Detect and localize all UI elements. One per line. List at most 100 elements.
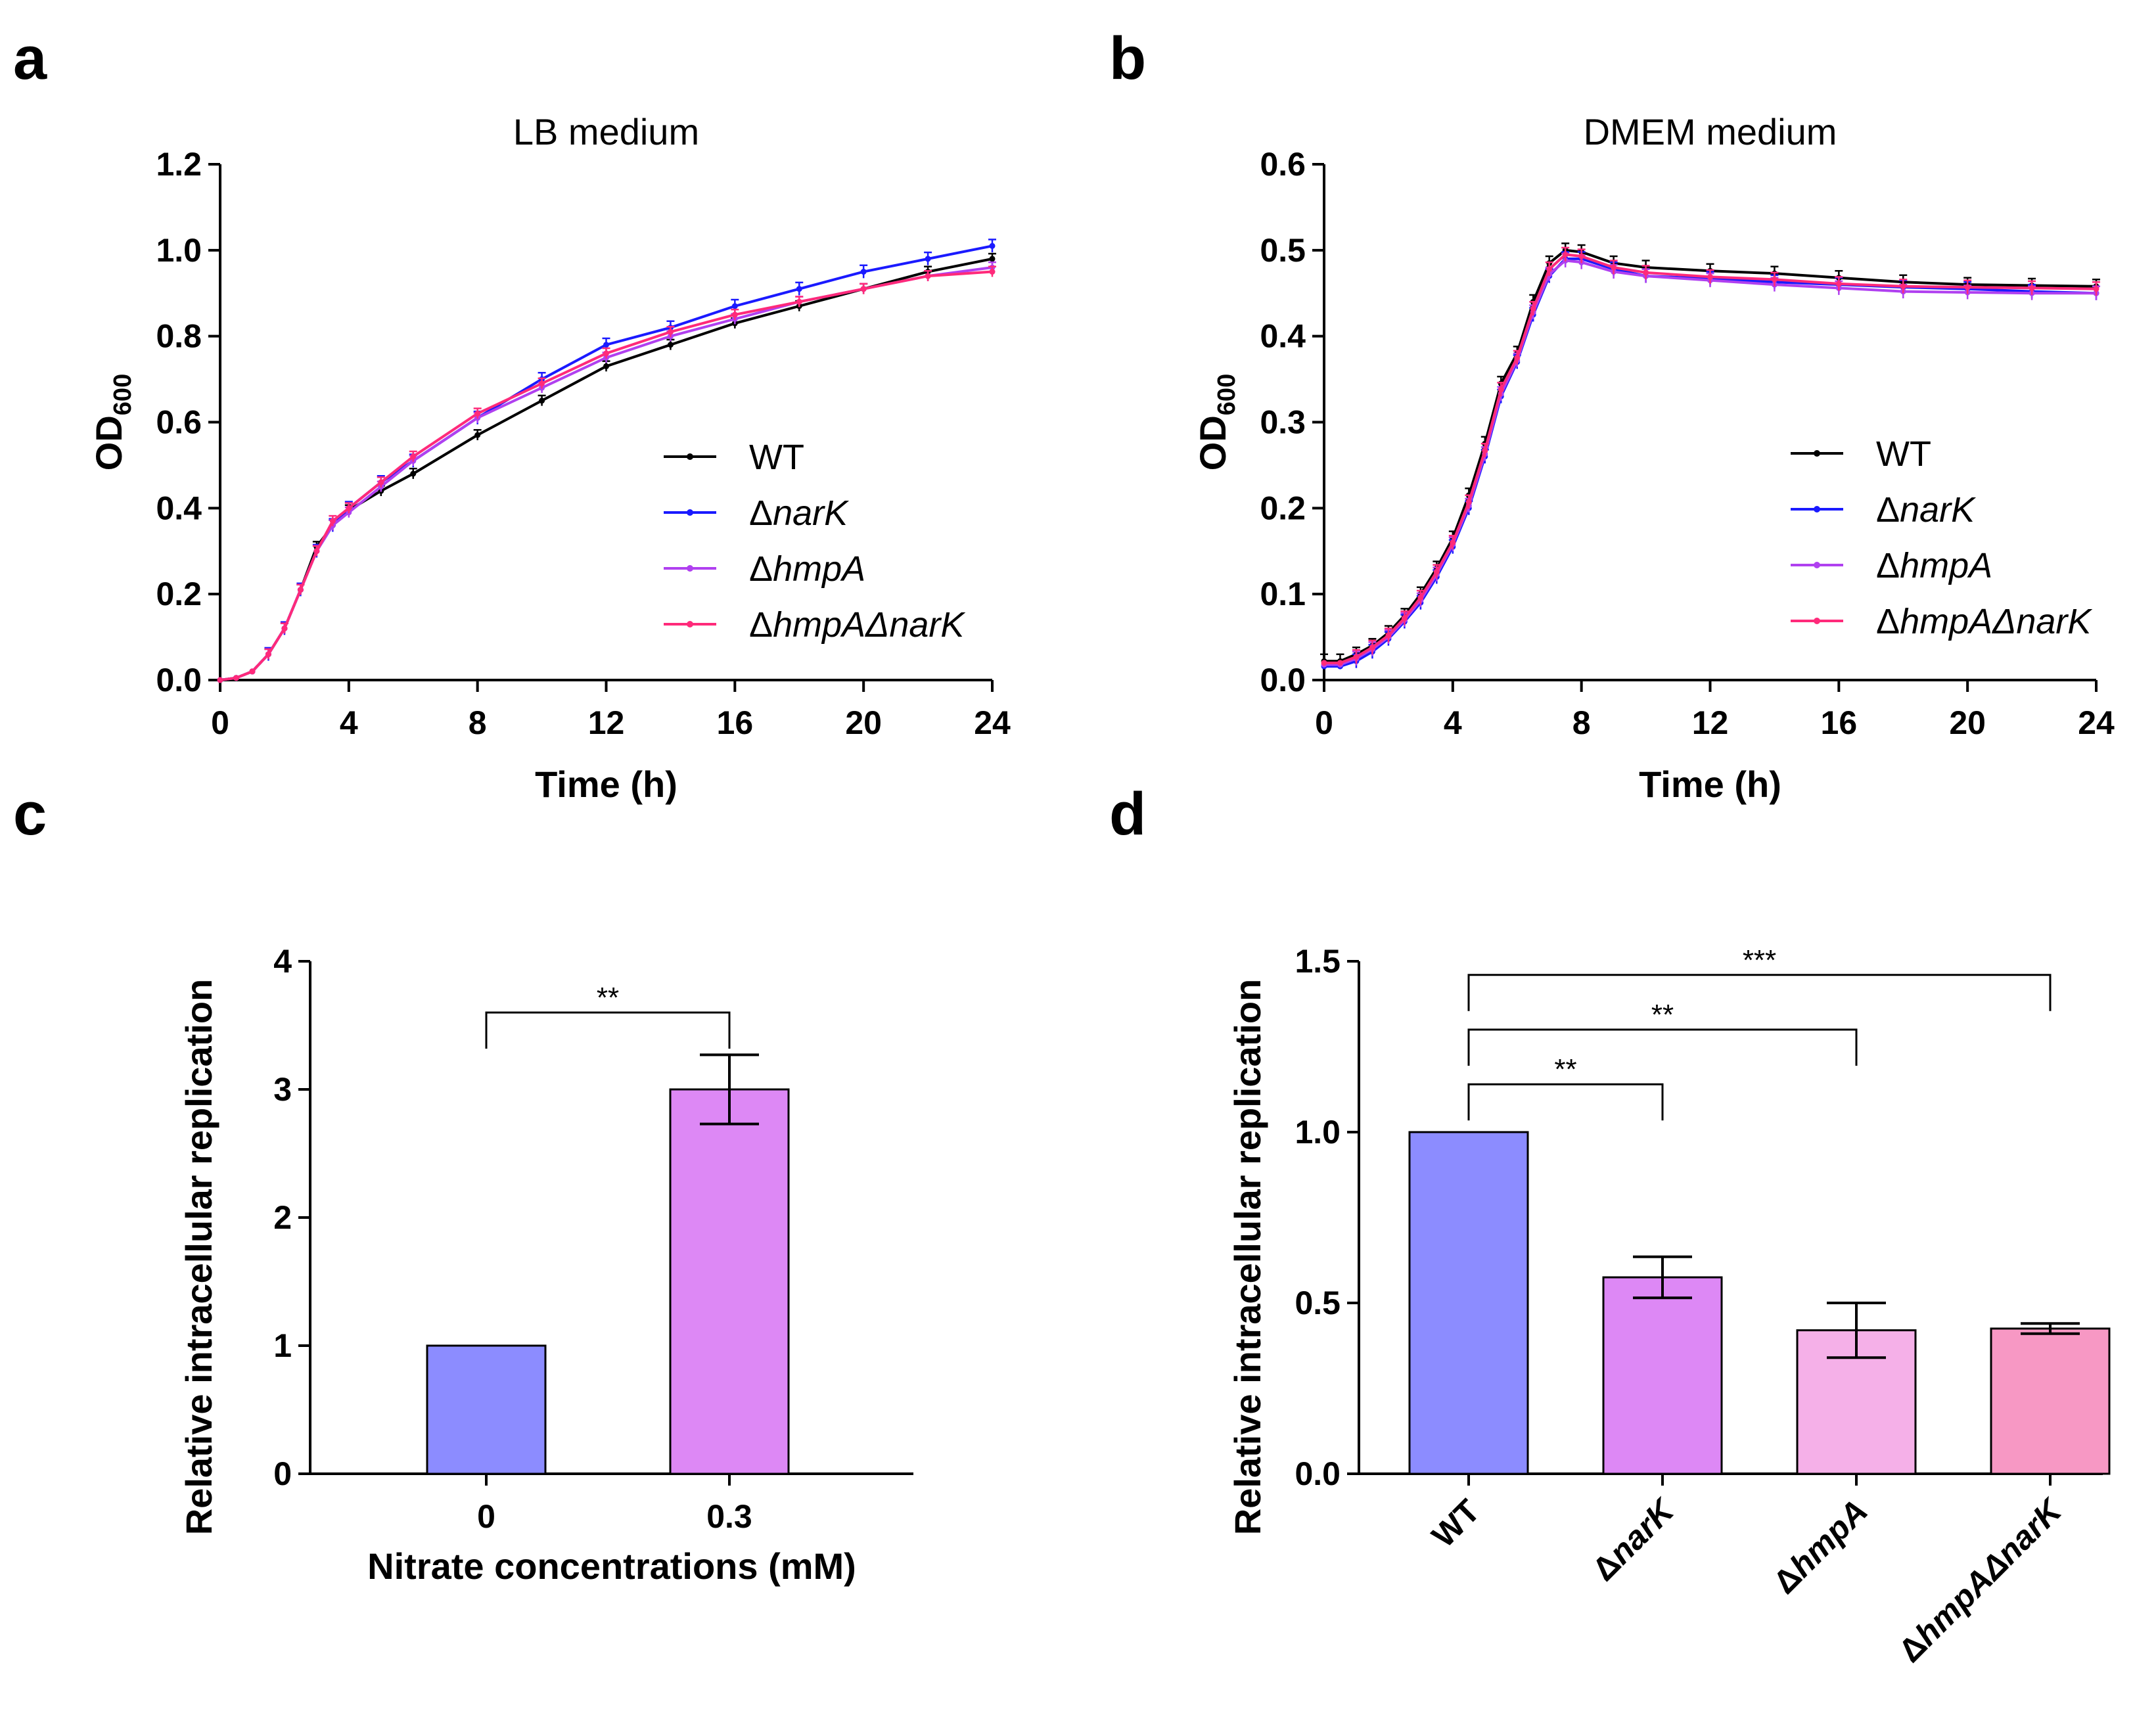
data-point — [1401, 615, 1408, 622]
data-point — [1385, 632, 1392, 639]
x-tick-label: 0 — [1315, 704, 1333, 741]
data-point — [313, 548, 320, 555]
y-tick-label: 0.4 — [156, 490, 202, 526]
chart-title: DMEM medium — [1584, 111, 1837, 152]
panel-label-a: a — [13, 25, 47, 92]
x-axis-title: Time (h) — [1639, 763, 1781, 805]
series-3 — [217, 265, 996, 683]
y-tick-label: 1.0 — [1295, 1114, 1341, 1151]
x-tick-label: 8 — [1572, 704, 1591, 741]
data-point — [233, 675, 239, 681]
significance-label: ** — [1651, 999, 1674, 1031]
legend-marker — [1814, 506, 1820, 513]
legend-label: ΔhmpAΔnarK — [749, 605, 965, 645]
data-point — [860, 269, 867, 275]
legend-marker — [687, 509, 693, 516]
legend-marker — [1814, 562, 1820, 568]
legend-marker — [1814, 450, 1820, 457]
y-tick-label: 0 — [273, 1455, 292, 1492]
x-tick-label: 0.3 — [706, 1498, 752, 1535]
data-point — [989, 269, 996, 275]
x-tick-label: 24 — [2078, 704, 2115, 741]
x-tick-label: ΔhmpAΔnarK — [1891, 1490, 2070, 1669]
chart-d: 0.0 0.5 1.0 1.5 Relative intracellular repli… — [1227, 943, 2111, 1670]
x-axis-title: Nitrate concentrations (mM) — [367, 1545, 856, 1587]
data-point — [1835, 281, 1842, 287]
y-tick-label: 4 — [273, 943, 292, 980]
data-point — [603, 363, 609, 369]
data-point — [1450, 539, 1456, 546]
x-axis-title: Time (h) — [535, 763, 677, 805]
bar — [1602, 1276, 1723, 1475]
y-tick-label: 0.1 — [1260, 576, 1306, 612]
data-point — [281, 626, 288, 631]
y-tick-label: 2 — [273, 1199, 292, 1236]
data-point — [2029, 285, 2035, 291]
data-point — [1498, 386, 1504, 393]
significance-bracket — [485, 1011, 731, 1049]
y-tick-label: 0.0 — [1295, 1455, 1341, 1492]
data-point — [667, 342, 674, 348]
legend-label: WT — [1876, 434, 1931, 474]
x-tick-label: 8 — [469, 704, 487, 741]
x-tick-label: ΔnarK — [1585, 1490, 1682, 1587]
data-point — [603, 350, 609, 357]
y-tick-label: 0.5 — [1260, 232, 1306, 269]
chart-a: LB medium 0.0 0.2 0.4 0.6 0.8 1.0 1.2 0 4 8 12 16 20 2… — [88, 111, 1011, 805]
data-point — [796, 286, 802, 292]
y-tick-label: 0.4 — [1260, 318, 1306, 355]
y-tick-label: 0.5 — [1295, 1285, 1341, 1321]
data-point — [410, 453, 417, 460]
x-tick-label: ΔhmpA — [1766, 1492, 1875, 1601]
x-tick-label: 20 — [1949, 704, 1986, 741]
significance-bracket — [1467, 974, 2052, 1011]
panel-label-c: c — [13, 781, 47, 848]
bar — [1990, 1327, 2111, 1475]
significance-label: ** — [597, 982, 619, 1014]
significance-label: *** — [1743, 944, 1776, 976]
data-point — [1771, 276, 1778, 283]
y-tick-label: 0.6 — [1260, 146, 1306, 183]
data-point — [1643, 269, 1649, 276]
data-point — [1514, 354, 1521, 361]
legend-label: ΔhmpA — [749, 549, 865, 589]
data-point — [1530, 306, 1536, 312]
data-point — [989, 242, 996, 249]
significance-bracket — [1467, 1083, 1664, 1121]
data-point — [474, 432, 481, 438]
data-point — [1900, 283, 1906, 290]
data-point — [731, 303, 738, 309]
legend-label: ΔnarK — [749, 493, 849, 533]
x-tick-label: 16 — [717, 704, 754, 741]
data-point — [603, 342, 609, 348]
data-point — [1611, 264, 1617, 271]
data-point — [249, 668, 256, 675]
data-point — [1465, 499, 1472, 505]
data-point — [731, 311, 738, 318]
chart-b: DMEM medium 0.0 0.1 0.2 0.3 0.4 0.5 0.6 0 4 8 12 16 2… — [1192, 111, 2115, 805]
data-point — [539, 380, 545, 387]
y-tick-label: 1.5 — [1295, 943, 1341, 980]
bar — [669, 1088, 790, 1475]
y-tick-label: 0.0 — [1260, 662, 1306, 698]
x-tick-label: 0 — [211, 704, 229, 741]
y-tick-label: 0.2 — [1260, 490, 1306, 526]
data-point — [1964, 284, 1971, 290]
chart-title: LB medium — [513, 111, 699, 152]
x-tick-label: 4 — [340, 704, 358, 741]
data-point — [539, 398, 545, 404]
panel-label-d: d — [1109, 781, 1146, 848]
data-point — [989, 256, 996, 262]
data-point — [1546, 266, 1553, 273]
y-axis-title: Relative intracellular replication — [178, 979, 219, 1536]
y-tick-label: 1 — [273, 1327, 292, 1364]
x-tick-label: 24 — [974, 704, 1011, 741]
data-point — [860, 286, 867, 292]
x-tick-label: 12 — [588, 704, 625, 741]
series-line — [1324, 248, 2097, 663]
data-point — [925, 256, 931, 262]
legend-label: ΔhmpA — [1876, 546, 1992, 585]
data-point — [217, 677, 223, 683]
y-tick-label: 0.8 — [156, 318, 202, 355]
data-point — [346, 505, 352, 511]
